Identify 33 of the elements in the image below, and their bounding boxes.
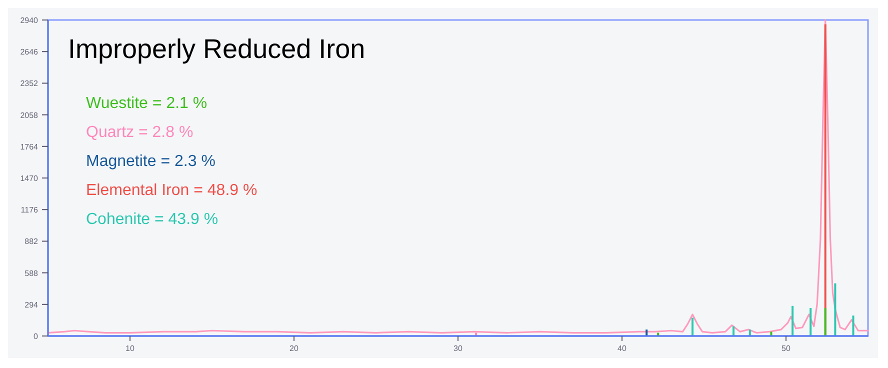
y-tick-label: 1470 bbox=[20, 174, 39, 183]
text: Elemental Iron = 48.9 % bbox=[86, 182, 258, 199]
x-tick-label: 20 bbox=[290, 344, 299, 353]
y-tick-label: 294 bbox=[24, 300, 39, 310]
text: Wuestite = 2.1 % bbox=[86, 95, 208, 112]
bar bbox=[646, 330, 648, 336]
x-tick-label: 10 bbox=[126, 344, 135, 353]
x-tick-label: 40 bbox=[618, 344, 627, 353]
text: Cohenite = 43.9 % bbox=[86, 211, 218, 228]
bar bbox=[834, 283, 836, 336]
line-series bbox=[47, 19, 869, 334]
y-tick-label: 2646 bbox=[20, 48, 39, 57]
y-tick-label: 2940 bbox=[20, 16, 39, 25]
x-tick-label: 50 bbox=[782, 344, 791, 353]
text: Improperly Reduced Iron bbox=[68, 34, 366, 64]
bar bbox=[810, 308, 812, 336]
bar bbox=[852, 316, 854, 336]
bar bbox=[792, 306, 794, 336]
y-tick-label: 1764 bbox=[20, 142, 39, 152]
text: Magnetite = 2.3 % bbox=[86, 153, 216, 170]
bar bbox=[770, 332, 772, 336]
y-tick-label: 588 bbox=[24, 268, 39, 278]
y-tick-label: 882 bbox=[24, 237, 39, 246]
text: Quartz = 2.8 % bbox=[86, 124, 194, 141]
y-tick-label: 2058 bbox=[20, 110, 39, 120]
y-tick-label: 1176 bbox=[20, 206, 39, 215]
y-tick-label: 0 bbox=[34, 332, 39, 341]
x-tick-label: 30 bbox=[454, 344, 463, 353]
bar bbox=[748, 330, 751, 336]
bar bbox=[692, 318, 694, 336]
bar bbox=[824, 308, 826, 336]
y-tick-label: 2352 bbox=[20, 79, 39, 88]
bar bbox=[732, 326, 735, 336]
